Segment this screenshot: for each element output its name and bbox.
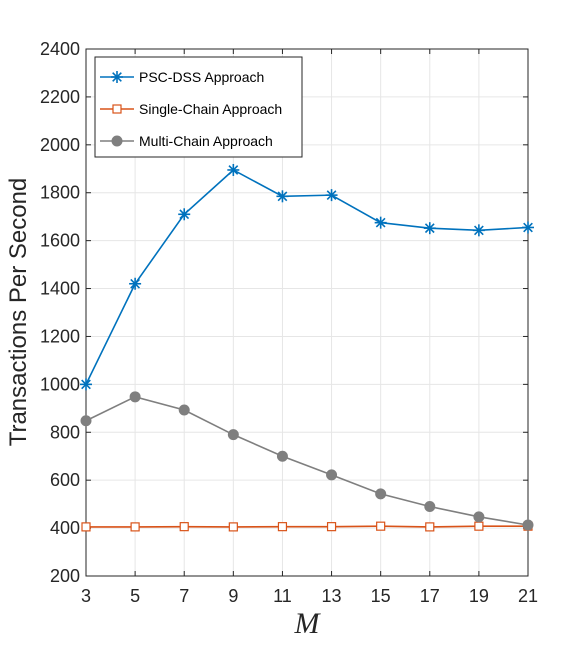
legend: PSC-DSS Approach Single-Chain Approach Mul…: [94, 56, 303, 158]
data-point: [325, 189, 338, 202]
x-tick-label: 3: [81, 586, 91, 606]
data-point: [178, 208, 191, 221]
data-point: [80, 378, 92, 391]
x-tick-label: 9: [228, 586, 238, 606]
x-tick-label: 21: [518, 586, 538, 606]
y-tick-label: 200: [50, 566, 80, 586]
data-point: [375, 488, 387, 500]
y-tick-label: 2000: [40, 135, 80, 155]
series-line: [86, 525, 528, 528]
data-point: [326, 522, 337, 532]
legend-label: Multi-Chain Approach: [139, 133, 273, 149]
data-point: [228, 522, 238, 532]
legend-marker: [112, 104, 122, 114]
x-tick-label: 15: [371, 586, 391, 606]
data-point: [130, 522, 140, 532]
series-line: [85, 395, 529, 526]
x-tick-label: 17: [420, 586, 440, 606]
y-tick-label: 1800: [40, 183, 80, 203]
y-tick-label: 1400: [40, 279, 80, 299]
tick-labels: 3 5 7 9 11 13 15 17 19 21 200 400 600 800 1000 1200 1400…: [40, 39, 538, 606]
data-point: [129, 277, 142, 290]
x-tick-label: 13: [322, 586, 342, 606]
data-point: [179, 522, 189, 532]
data-point: [81, 522, 91, 532]
plot-frame: [85, 48, 529, 577]
data-point: [80, 415, 92, 427]
y-tick-label: 1000: [40, 374, 80, 394]
data-point: [276, 190, 289, 203]
legend-marker: [111, 71, 123, 83]
data-point: [276, 450, 288, 462]
axis-ticks: [85, 48, 529, 577]
data-point: [424, 501, 436, 513]
legend-label: PSC-DSS Approach: [139, 69, 264, 85]
data-point: [227, 429, 239, 441]
data-point: [473, 511, 485, 523]
y-tick-label: 2200: [40, 87, 80, 107]
data-point: [376, 521, 386, 531]
series-line: [85, 168, 529, 385]
y-axis-label: Transactions Per Second: [5, 178, 32, 447]
data-point: [277, 522, 288, 532]
series-0: [80, 163, 534, 391]
y-tick-label: 1600: [40, 231, 80, 251]
legend-item: PSC-DSS Approach: [100, 69, 264, 85]
y-tick-label: 800: [50, 422, 80, 442]
data-point: [227, 163, 240, 176]
data-point: [374, 216, 387, 229]
x-tick-label: 5: [130, 586, 140, 606]
data-point: [423, 222, 436, 235]
data-point: [472, 224, 485, 237]
data-point: [425, 522, 435, 532]
data-point: [522, 519, 534, 531]
x-axis-label: M: [294, 607, 322, 640]
data-point: [474, 521, 484, 531]
data-point: [129, 391, 141, 403]
series-layer: [80, 163, 534, 532]
legend-item: Multi-Chain Approach: [100, 133, 273, 149]
series-2: [80, 391, 534, 531]
legend-marker: [111, 135, 123, 147]
x-tick-label: 7: [179, 586, 189, 606]
x-tick-label: 19: [469, 586, 489, 606]
y-tick-label: 600: [50, 470, 80, 490]
data-point: [178, 404, 190, 416]
legend-item: Single-Chain Approach: [100, 101, 282, 117]
data-point: [326, 469, 338, 481]
legend-label: Single-Chain Approach: [139, 101, 282, 117]
y-tick-label: 1200: [40, 326, 80, 346]
data-point: [522, 221, 534, 234]
x-tick-label: 11: [273, 586, 292, 606]
y-tick-label: 400: [50, 518, 80, 538]
y-tick-label: 2400: [40, 39, 80, 59]
